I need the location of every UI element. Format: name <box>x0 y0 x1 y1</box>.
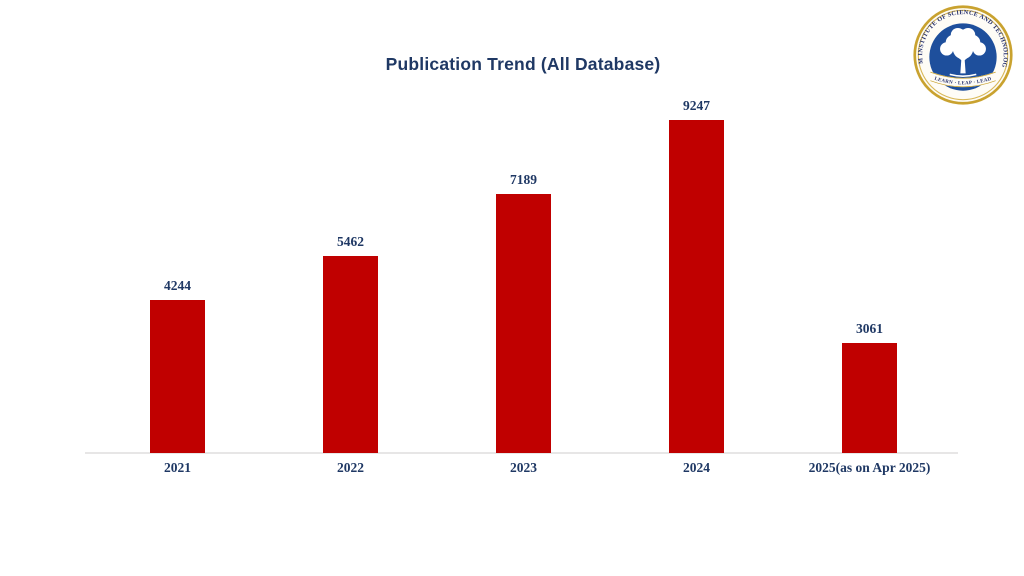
bar-2025 <box>842 342 897 453</box>
bar-2024 <box>669 120 724 453</box>
institution-logo: SRM INSTITUTE OF SCIENCE AND TECHNOLOGY … <box>910 0 1014 106</box>
x-axis-line <box>85 452 958 454</box>
category-label-2021: 2021 <box>164 460 191 475</box>
category-label-2022: 2022 <box>337 460 364 475</box>
value-label-2024: 9247 <box>683 98 710 113</box>
seal-motto-text: LEARN · LEAP · LEAD <box>934 77 993 87</box>
value-label-2025: 3061 <box>856 320 883 336</box>
srm-seal-icon: SRM INSTITUTE OF SCIENCE AND TECHNOLOGY … <box>910 0 1013 105</box>
category-label-2024: 2024 <box>683 460 710 475</box>
category-label-2025: 2025(as on Apr 2025) <box>808 460 931 475</box>
value-label-2021: 4244 <box>164 278 191 294</box>
motto-banner: LEARN · LEAP · LEAD <box>928 71 998 88</box>
chart-title: Publication Trend (All Database) <box>385 54 661 74</box>
category-label-2023: 2023 <box>510 460 537 475</box>
bar-2022 <box>323 256 378 453</box>
seal-outer-ring <box>913 5 1013 105</box>
bar-2021 <box>150 300 205 453</box>
tree-icon <box>940 27 986 77</box>
value-label-2023: 7189 <box>510 172 537 188</box>
seal-inner-ring <box>917 9 1009 101</box>
value-label-2022: 5462 <box>337 234 364 250</box>
bar-2023 <box>496 194 551 453</box>
